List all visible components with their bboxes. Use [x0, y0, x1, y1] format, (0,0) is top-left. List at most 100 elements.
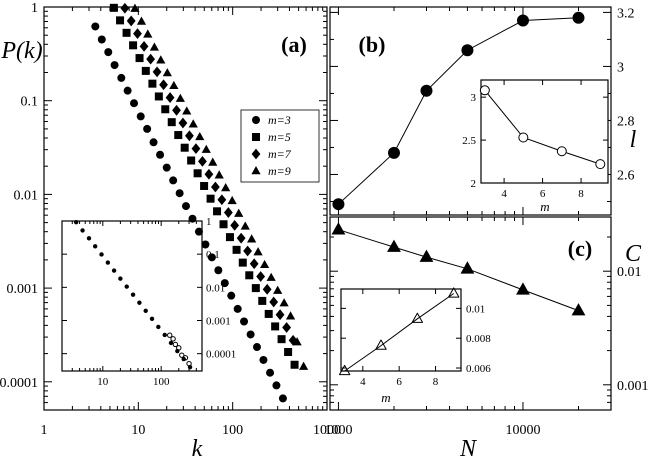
series-m=7-point — [249, 258, 259, 270]
inset-y-tick-label: 0.01 — [206, 282, 225, 294]
inset-y-tick-label: 2 — [471, 178, 477, 190]
x-tick-label: 10 — [131, 423, 145, 438]
panel-c-point — [331, 222, 346, 235]
inset-a-point — [168, 340, 174, 346]
inset-a-point — [99, 252, 104, 257]
inset-a-point — [130, 292, 136, 297]
series-m=9-point — [234, 208, 244, 217]
series-m=9-point — [259, 259, 270, 269]
inset-a-point — [118, 276, 123, 281]
panel-c-point — [419, 249, 434, 262]
inset-a-point — [124, 284, 129, 289]
series-m=3-point — [233, 304, 242, 313]
y-tick-label: 0.01 — [617, 265, 642, 280]
y-tick-label: 1 — [31, 1, 38, 16]
series-m=7-point — [256, 271, 266, 282]
series-m=5-point — [290, 360, 299, 369]
legend-marker — [252, 116, 260, 124]
series-m=5-point — [284, 347, 293, 356]
series-m=3-point — [252, 343, 261, 352]
series-m=5-point — [258, 296, 267, 305]
y-tick-label: 3.2 — [617, 6, 635, 21]
panel-c-point — [516, 282, 530, 295]
panel-b-point — [332, 198, 345, 211]
inset-a-point — [149, 316, 155, 322]
series-m=9-point — [169, 80, 179, 90]
series-m=9-point — [214, 170, 224, 179]
series-m=5-point — [238, 258, 247, 267]
legend-marker — [251, 148, 261, 160]
series-m=3-point — [220, 279, 229, 288]
inset-y-tick-label: 1 — [206, 216, 212, 228]
x-tick-label: 100 — [222, 423, 243, 438]
legend-label: m=5 — [268, 130, 291, 144]
panel-b-point — [461, 44, 474, 57]
panel-c-point — [571, 303, 586, 316]
panel-b-point — [420, 84, 433, 97]
series-m=3-point — [117, 73, 126, 82]
series-m=5-point — [180, 143, 189, 152]
series-m=7-point — [191, 143, 201, 155]
series-m=7-point — [275, 309, 285, 321]
series-m=7-point — [262, 283, 272, 295]
legend-marker — [252, 133, 260, 141]
series-m=9-point — [227, 195, 237, 205]
series-m=3-point — [91, 22, 100, 31]
series-m=3-point — [194, 227, 203, 236]
series-m=7-point — [172, 104, 181, 116]
panel-c-inset-point — [448, 287, 460, 298]
x-tick-label: 1 — [41, 423, 48, 438]
series-m=5-point — [122, 28, 131, 37]
series-m=3-point — [97, 35, 106, 44]
y-tick-label: 0.001 — [617, 379, 649, 394]
series-m=3-point — [272, 381, 281, 390]
panel-c-line — [338, 229, 579, 312]
series-m=9-point — [240, 221, 250, 230]
inset-x-tick-label: 6 — [396, 376, 402, 388]
series-m=7-point — [269, 296, 279, 308]
series-m=3-point — [123, 86, 132, 95]
series-m=7-point — [120, 2, 130, 14]
series-m=5-point — [174, 131, 183, 140]
inset-a-tail-point — [170, 336, 176, 342]
inset-y-tick-label: 0.008 — [466, 333, 491, 345]
legend-marker — [251, 166, 261, 175]
panel-c-inset-point — [375, 339, 387, 350]
series-m=3-point — [201, 240, 210, 249]
series-m=9-point — [143, 29, 153, 38]
series-m=7-point — [126, 15, 136, 27]
series-m=9-point — [175, 93, 185, 102]
series-m=5-point — [141, 66, 150, 75]
series-m=7-point — [282, 322, 291, 333]
series-m=7-point — [139, 40, 149, 52]
inset-y-tick-label: 0.01 — [466, 303, 485, 315]
series-m=9-point — [285, 311, 296, 320]
panel-a-label: (a) — [281, 32, 307, 57]
series-m=5-point — [200, 181, 209, 190]
panel-b-point — [572, 11, 585, 24]
marks-layer — [73, 2, 606, 403]
series-m=9-point — [188, 119, 198, 128]
series-m=3-point — [181, 202, 190, 211]
series-m=5-point — [213, 207, 222, 216]
series-m=5-point — [116, 16, 125, 25]
series-m=9-point — [292, 337, 302, 346]
series-m=9-point — [253, 247, 263, 256]
series-m=7-point — [198, 155, 207, 167]
series-m=3-point — [130, 99, 139, 108]
series-m=7-point — [152, 66, 162, 78]
series-m=7-point — [217, 194, 227, 206]
series-m=3-point — [214, 266, 223, 275]
panel-c-inset-point — [411, 312, 424, 323]
y-axis-label: C — [625, 241, 642, 267]
y-tick-label: 3 — [617, 60, 624, 75]
series-m=5-point — [245, 271, 254, 280]
series-m=3-point — [240, 317, 249, 326]
x-tick-label: 1000 — [313, 423, 341, 438]
inset-a-point — [162, 332, 167, 338]
series-m=7-point — [204, 168, 214, 180]
series-m=7-point — [210, 181, 220, 193]
panel-b-inset-point — [518, 132, 529, 143]
